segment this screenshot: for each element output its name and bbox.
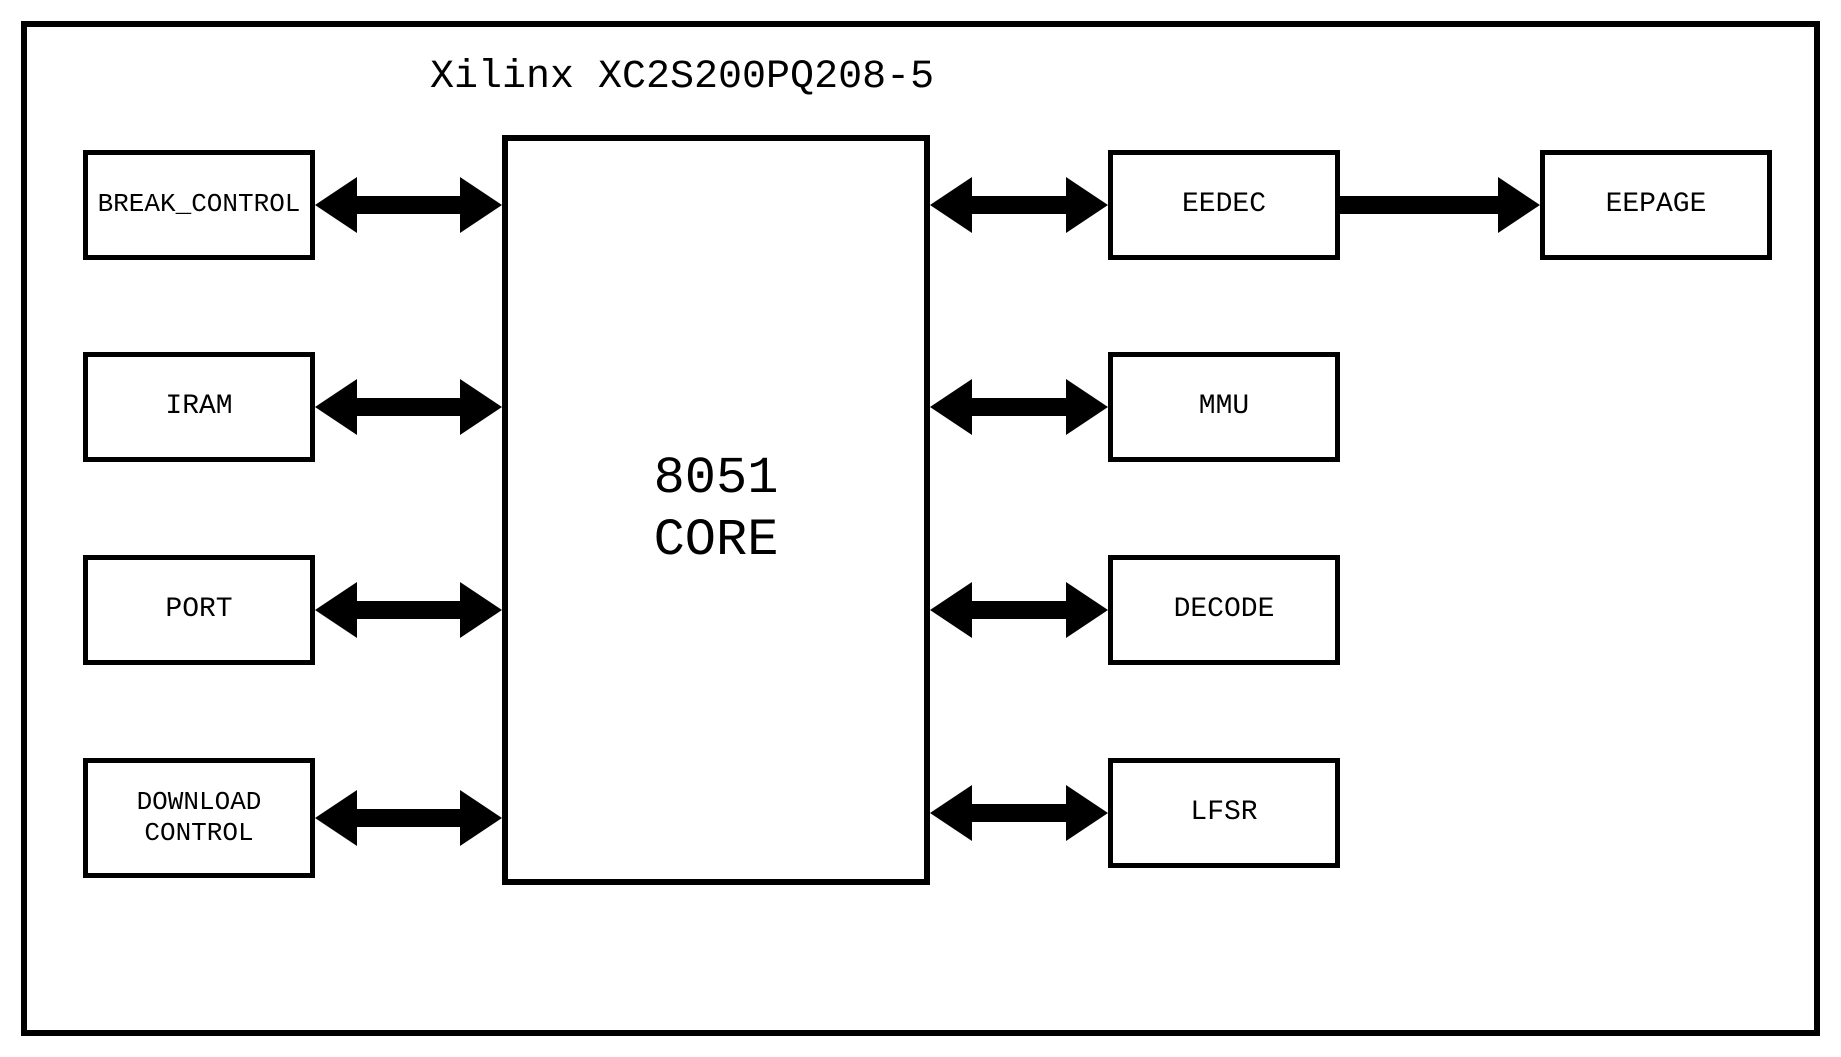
port-block: PORT [83,555,315,665]
decode-block: DECODE [1108,555,1340,665]
iram-block: IRAM [83,352,315,462]
download-control-block: DOWNLOAD CONTROL [83,758,315,878]
core-block: 8051 CORE [502,135,930,885]
eedec-block: EEDEC [1108,150,1340,260]
break-control-block: BREAK_CONTROL [83,150,315,260]
lfsr-block: LFSR [1108,758,1340,868]
diagram-title: Xilinx XC2S200PQ208-5 [430,55,934,100]
mmu-block: MMU [1108,352,1340,462]
eepage-block: EEPAGE [1540,150,1772,260]
diagram-canvas: Xilinx XC2S200PQ208-5 8051 CORE BREAK_CO… [0,0,1841,1057]
